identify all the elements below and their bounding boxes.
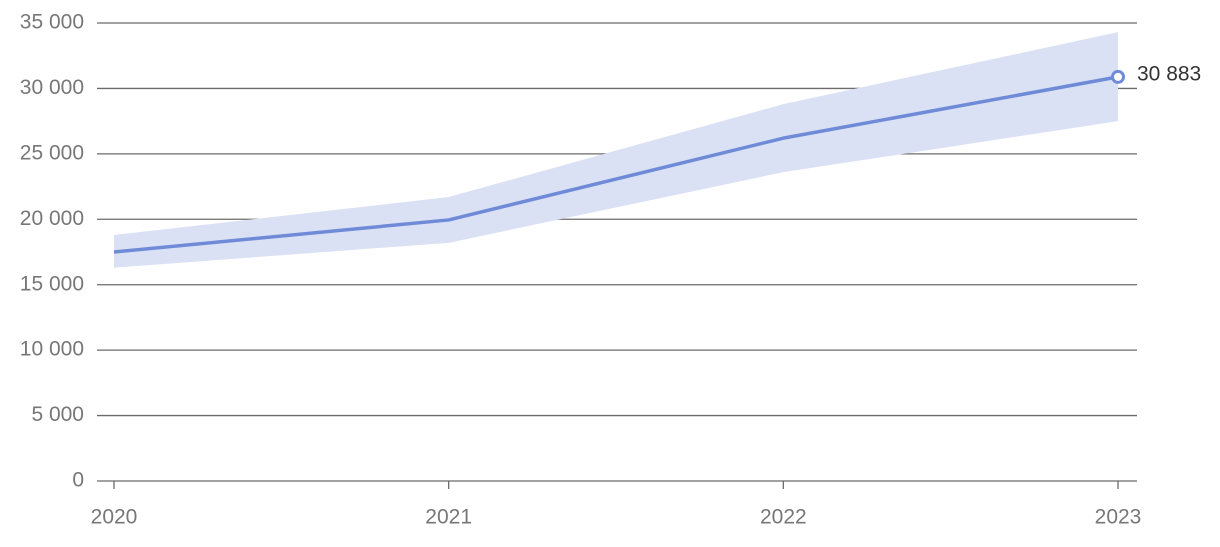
y-tick-label: 20 000 xyxy=(20,207,84,230)
y-tick-label: 5 000 xyxy=(31,403,84,426)
line xyxy=(113,75,1119,254)
x-tick-label: 2023 xyxy=(1095,506,1142,529)
y-tick-label: 30 000 xyxy=(20,76,84,99)
y-tick-label: 0 xyxy=(72,469,84,492)
confidence-band xyxy=(114,32,1118,268)
x-tick-label: 2021 xyxy=(425,506,472,529)
x-tick-label: 2020 xyxy=(91,506,138,529)
x-tick-label: 2022 xyxy=(760,506,807,529)
y-tick-label: 10 000 xyxy=(20,338,84,361)
value-label: 30 883 xyxy=(1137,62,1201,85)
y-tick-label: 15 000 xyxy=(20,272,84,295)
point-marker xyxy=(1111,69,1125,84)
y-tick-label: 25 000 xyxy=(20,141,84,164)
y-tick-label: 35 000 xyxy=(20,11,84,34)
